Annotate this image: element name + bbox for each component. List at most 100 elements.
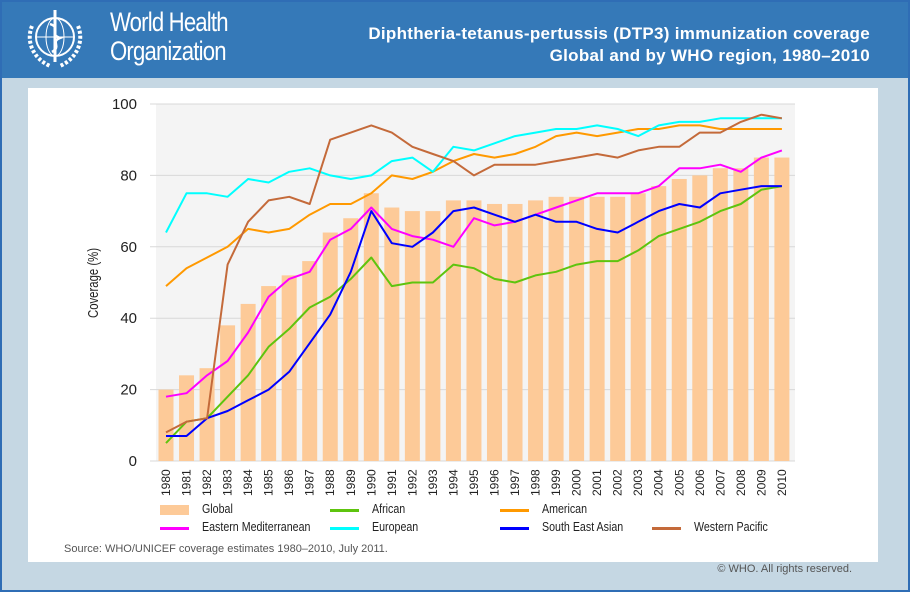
global-bar <box>733 168 749 461</box>
y-axis-label: Coverage (%) <box>85 248 102 318</box>
x-tick-label: 1981 <box>180 469 194 496</box>
global-bar <box>158 389 174 461</box>
x-tick-label: 1987 <box>303 469 317 496</box>
series-line-eastern-mediterranean <box>165 149 783 398</box>
x-tick-label: 2005 <box>672 469 686 496</box>
global-bar <box>753 157 769 462</box>
x-tick-label: 1984 <box>241 469 255 496</box>
org-line-2: Organization <box>110 36 227 66</box>
global-bar <box>589 196 605 461</box>
legend-label: European <box>372 519 419 534</box>
org-line-1: World Health <box>110 7 229 37</box>
x-tick-label: 1982 <box>200 469 214 496</box>
global-bars <box>158 157 790 462</box>
y-tick-label: 100 <box>112 96 137 113</box>
x-tick-label: 1995 <box>467 469 481 496</box>
title-line-1: Diphtheria-tetanus-pertussis (DTP3) immu… <box>368 24 870 43</box>
title-line-2: Global and by WHO region, 1980–2010 <box>549 46 870 65</box>
series-line-american <box>165 124 782 287</box>
x-tick-label: 1990 <box>364 469 378 496</box>
global-bar <box>671 178 687 461</box>
x-tick-label: 1989 <box>344 469 358 496</box>
x-tick-label: 1986 <box>282 469 296 496</box>
global-bar <box>240 303 256 461</box>
chart-title: Diphtheria-tetanus-pertussis (DTP3) immu… <box>368 23 870 67</box>
legend-label: African <box>372 501 406 516</box>
legend-swatch <box>500 509 529 512</box>
x-tick-label: 1992 <box>405 469 419 496</box>
global-bar <box>179 375 195 461</box>
x-tick-label: 1983 <box>221 469 235 496</box>
legend-swatch <box>500 527 529 530</box>
global-bar <box>404 211 420 461</box>
y-tick-label: 80 <box>120 167 137 184</box>
series-line-western-pacific <box>165 113 783 434</box>
y-tick-label: 60 <box>120 239 137 256</box>
legend-label: Eastern Mediterranean <box>202 519 311 534</box>
x-tick-label: 1988 <box>323 469 337 496</box>
x-tick-label: 2001 <box>590 469 604 496</box>
global-bar <box>712 168 728 461</box>
legend-swatch <box>160 527 189 530</box>
series-line-south-east-asian <box>166 185 782 437</box>
x-tick-label: 1993 <box>426 469 440 496</box>
series-line-african <box>165 185 783 444</box>
x-tick-label: 2009 <box>754 469 768 496</box>
y-tick-label: 20 <box>120 382 137 399</box>
x-tick-label: 2010 <box>775 469 789 496</box>
legend-swatch <box>330 509 359 512</box>
y-tick-label: 0 <box>129 453 137 470</box>
global-bar <box>610 196 626 461</box>
header-bar: World Health Organization Diphtheria-tet… <box>0 0 910 78</box>
x-tick-label: 1996 <box>487 469 501 496</box>
source-note: Source: WHO/UNICEF coverage estimates 19… <box>64 543 388 555</box>
global-bar <box>220 325 236 461</box>
x-tick-label: 1985 <box>262 469 276 496</box>
global-bar <box>486 203 502 461</box>
x-tick-label: 2007 <box>713 469 727 496</box>
who-emblem-logo <box>27 10 83 68</box>
x-tick-label: 1998 <box>529 469 543 496</box>
x-tick-label: 2004 <box>652 469 666 496</box>
global-bar <box>774 157 790 462</box>
global-bar <box>528 200 544 461</box>
organization-name: World Health Organization <box>110 7 229 66</box>
legend-swatch <box>160 505 189 515</box>
legend-label: South East Asian <box>542 519 624 534</box>
legend-swatch <box>652 527 681 530</box>
global-bar <box>261 286 277 461</box>
x-tick-labels: 1980 1981 1982 1983 1984 1985 1986 1987 1988 1989… <box>159 469 789 496</box>
x-tick-label: 1997 <box>508 469 522 496</box>
y-tick-label: 40 <box>120 310 137 327</box>
global-bar <box>425 211 441 461</box>
global-bar <box>692 175 708 461</box>
legend-swatch <box>330 527 359 530</box>
global-bar <box>569 196 585 461</box>
x-tick-label: 1991 <box>385 469 399 496</box>
x-tick-label: 1994 <box>446 469 460 496</box>
y-tick-labels: 0 20 40 60 80 100 <box>112 96 137 470</box>
x-tick-label: 1980 <box>159 469 173 496</box>
global-bar <box>384 207 400 461</box>
series-line-european <box>165 117 782 233</box>
global-bar <box>630 193 646 461</box>
legend-label: Global <box>202 501 233 516</box>
x-tick-label: 2008 <box>734 469 748 496</box>
x-tick-label: 2003 <box>631 469 645 496</box>
global-bar <box>466 200 482 461</box>
global-bar <box>548 196 564 461</box>
region-lines <box>165 113 783 444</box>
x-tick-label: 2006 <box>693 469 707 496</box>
global-bar <box>651 186 667 462</box>
legend-label: American <box>542 501 588 516</box>
global-bar <box>322 232 338 461</box>
x-tick-label: 1999 <box>549 469 563 496</box>
copyright-note: © WHO. All rights reserved. <box>717 563 852 575</box>
x-tick-label: 2000 <box>570 469 584 496</box>
x-tick-label: 2002 <box>611 469 625 496</box>
global-bar <box>281 275 297 461</box>
legend-label: Western Pacific <box>694 519 768 534</box>
global-bar <box>507 203 523 461</box>
